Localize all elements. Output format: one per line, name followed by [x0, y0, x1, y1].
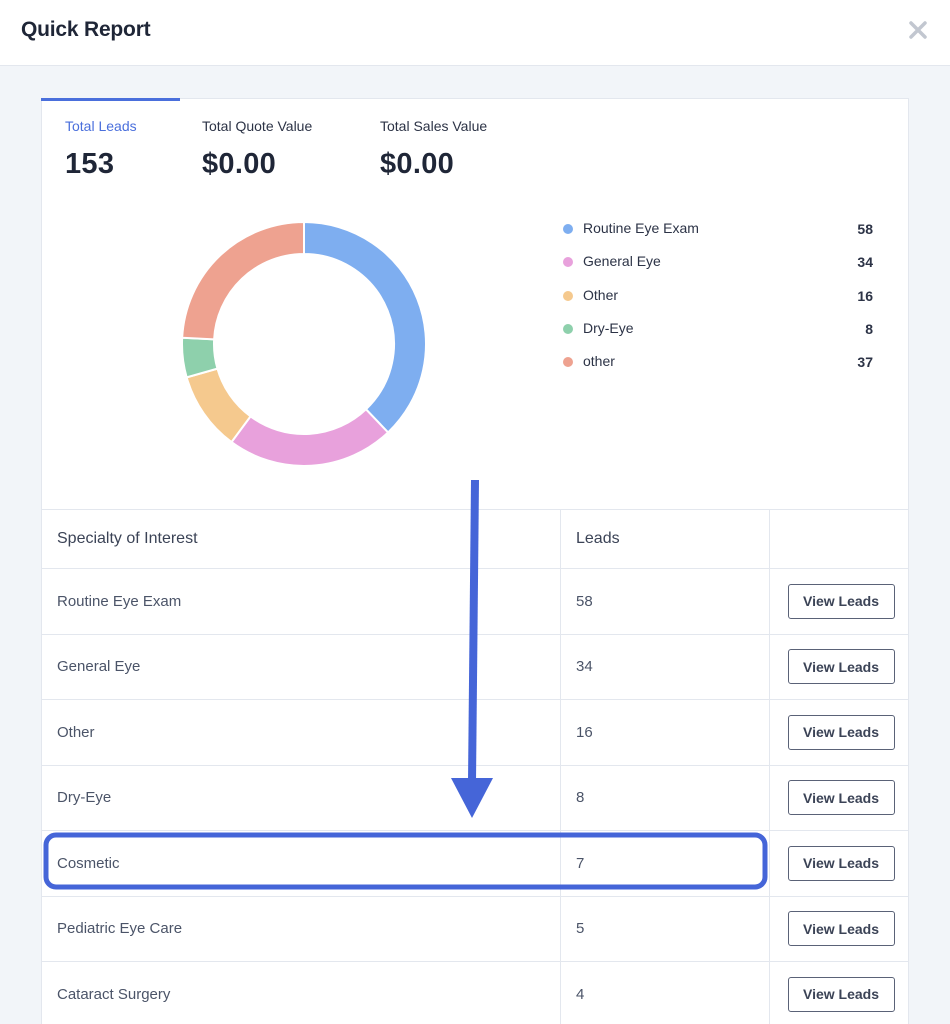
view-leads-button[interactable]: View Leads [787, 583, 895, 619]
leads-cell: 16 [561, 700, 770, 765]
view-leads-button[interactable]: View Leads [787, 845, 895, 881]
table-row: Cosmetic 7 View Leads [42, 830, 908, 896]
legend-item[interactable]: Routine Eye Exam 58 [563, 219, 873, 252]
report-card: Total Leads 153 Total Quote Value $0.00 … [41, 98, 909, 1024]
legend-swatch [563, 290, 573, 301]
table-row: Routine Eye Exam 58 View Leads [42, 568, 908, 634]
dialog-title: Quick Report [21, 18, 151, 41]
legend-item[interactable]: Dry-Eye 8 [563, 319, 873, 352]
table-header-row: Specialty of Interest Leads [42, 509, 908, 568]
view-leads-button[interactable]: View Leads [787, 780, 895, 816]
legend-swatch [563, 323, 573, 334]
stat-label: Total Quote Value [202, 118, 313, 134]
tab-total-leads[interactable]: Total Leads 153 [65, 118, 137, 181]
leads-cell: 8 [561, 765, 770, 830]
specialty-cell: Dry-Eye [42, 765, 561, 830]
leads-cell: 4 [561, 962, 770, 1024]
leads-cell: 5 [561, 896, 770, 961]
legend-label: Other [583, 286, 619, 303]
legend-swatch [563, 357, 573, 368]
close-icon[interactable] [906, 18, 930, 42]
actions-cell: View Leads [770, 766, 908, 831]
actions-cell: View Leads [770, 700, 908, 765]
legend-label: other [583, 353, 615, 370]
legend-swatch [563, 257, 573, 268]
leads-cell: 58 [561, 569, 770, 634]
stat-label: Total Sales Value [380, 118, 488, 134]
view-leads-button[interactable]: View Leads [787, 976, 895, 1012]
actions-cell: View Leads [770, 897, 908, 962]
legend-label: General Eye [583, 253, 661, 270]
stat-value: $0.00 [202, 148, 277, 180]
actions-cell: View Leads [770, 635, 908, 700]
column-header-specialty: Specialty of Interest [42, 510, 561, 568]
column-header-leads: Leads [561, 510, 770, 568]
tab-total-sales-value[interactable]: Total Sales Value $0.00 [380, 118, 487, 181]
stat-label: Total Leads [65, 118, 137, 134]
legend-label: Dry-Eye [583, 319, 634, 336]
leads-cell: 7 [561, 831, 770, 896]
donut-slice-other[interactable] [181, 221, 305, 341]
specialty-cell: General Eye [42, 634, 561, 699]
active-tab-indicator [41, 98, 180, 101]
specialty-cell: Routine Eye Exam [42, 569, 561, 634]
table-row: Dry-Eye 8 View Leads [42, 764, 908, 831]
chart-legend: Routine Eye Exam 58 General Eye 34 Other… [563, 219, 873, 385]
actions-cell: View Leads [770, 569, 908, 634]
legend-swatch [563, 224, 573, 234]
dialog-header: Quick Report [0, 0, 950, 66]
table-row: Pediatric Eye Care 5 View Leads [42, 895, 908, 962]
legend-label: Routine Eye Exam [583, 220, 699, 236]
leads-cell: 34 [561, 634, 770, 699]
donut-chart [181, 221, 427, 467]
legend-value: 58 [857, 221, 873, 237]
legend-value: 37 [857, 354, 873, 371]
stat-value: 153 [65, 148, 115, 180]
legend-value: 34 [857, 254, 873, 271]
table-row: Cataract Surgery 4 View Leads [42, 961, 908, 1024]
specialty-table: Specialty of Interest Leads Routine Eye … [42, 509, 908, 1024]
donut-slice-general-eye[interactable] [230, 407, 390, 467]
specialty-cell: Cosmetic [42, 831, 561, 896]
stat-value: $0.00 [380, 148, 455, 180]
legend-value: 16 [857, 287, 873, 304]
table-row: Other 16 View Leads [42, 699, 908, 765]
donut-slice-routine-eye-exam[interactable] [303, 221, 427, 434]
specialty-cell: Cataract Surgery [42, 962, 561, 1024]
table-row: General Eye 34 View Leads [42, 633, 908, 700]
tab-total-quote-value[interactable]: Total Quote Value $0.00 [202, 118, 312, 181]
actions-cell: View Leads [770, 831, 908, 896]
legend-value: 8 [865, 320, 873, 337]
specialty-cell: Other [42, 700, 561, 765]
specialty-cell: Pediatric Eye Care [42, 896, 561, 961]
legend-item[interactable]: Other 16 [563, 286, 873, 319]
legend-item[interactable]: other 37 [563, 352, 873, 385]
view-leads-button[interactable]: View Leads [787, 714, 895, 750]
legend-item[interactable]: General Eye 34 [563, 252, 873, 285]
actions-cell: View Leads [770, 962, 908, 1024]
view-leads-button[interactable]: View Leads [787, 649, 895, 685]
column-header-actions [770, 510, 908, 568]
view-leads-button[interactable]: View Leads [787, 911, 895, 947]
